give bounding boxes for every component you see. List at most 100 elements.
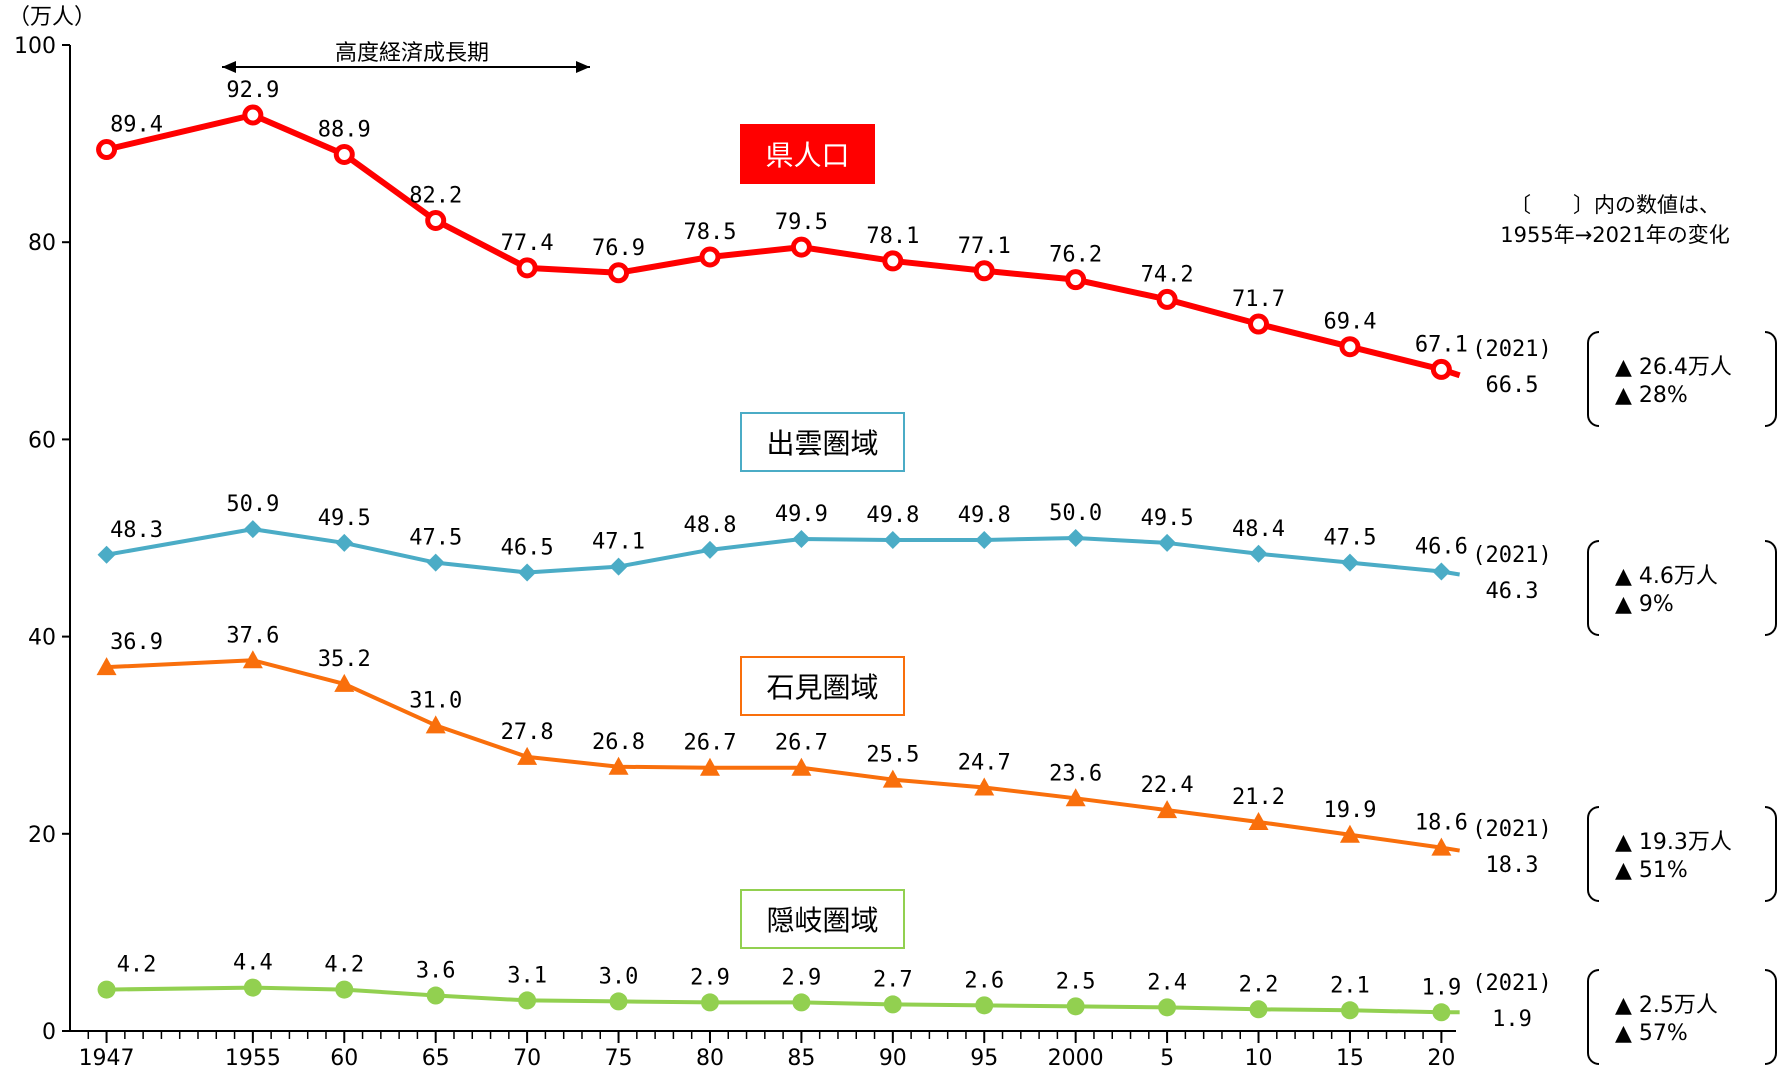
- legend-iwami: 石見圏域: [740, 656, 905, 716]
- data-label: 76.2: [1049, 243, 1102, 268]
- change-abs-ken: ▲ 26.4万人: [1615, 355, 1732, 380]
- data-label: 71.7: [1232, 287, 1285, 312]
- change-pct-oki: ▲ 57%: [1615, 1021, 1688, 1046]
- x-tick-label: 1947: [79, 1046, 135, 1071]
- data-label: 2.7: [873, 967, 913, 992]
- x-tick-label: 90: [879, 1046, 907, 1071]
- change-abs-izumo: ▲ 4.6万人: [1615, 564, 1718, 589]
- data-label: 49.8: [866, 503, 919, 528]
- y-tick-label: 100: [14, 34, 56, 59]
- data-label: 48.8: [683, 513, 736, 538]
- data-point: [96, 139, 118, 161]
- data-point: [608, 262, 630, 284]
- data-label: 49.5: [318, 506, 371, 531]
- data-point: [426, 986, 445, 1005]
- x-tick-label: 2000: [1048, 1046, 1104, 1071]
- x-tick-label: 15: [1336, 1046, 1364, 1071]
- change-box-iwami: ▲ 19.3万人 ▲ 51%: [1587, 806, 1777, 902]
- data-point: [1249, 544, 1268, 563]
- data-point: [518, 563, 537, 582]
- data-label: 3.0: [599, 964, 639, 989]
- data-point: [1432, 1003, 1451, 1022]
- data-label: 49.8: [958, 503, 1011, 528]
- data-point: [792, 993, 811, 1012]
- legend-ken: 県人口: [740, 124, 875, 184]
- data-point: [333, 143, 355, 165]
- data-label: 92.9: [226, 78, 279, 103]
- data-point: [1066, 997, 1085, 1016]
- data-point: [242, 650, 263, 669]
- data-label: 47.1: [592, 530, 645, 555]
- data-point: [791, 757, 812, 776]
- end-year-iwami: (2021): [1472, 817, 1552, 842]
- change-box-ken: ▲ 26.4万人 ▲ 28%: [1587, 331, 1777, 427]
- data-label: 48.4: [1232, 517, 1285, 542]
- data-point: [1432, 562, 1451, 581]
- data-point: [883, 530, 902, 549]
- data-label: 49.9: [775, 502, 828, 527]
- bracket-left: [1587, 331, 1599, 427]
- data-point: [1430, 358, 1452, 380]
- bracket-right: [1765, 969, 1777, 1065]
- series-line: [106, 985, 1460, 1015]
- end-label-ken: (2021) 66.5: [1467, 332, 1557, 404]
- data-point: [792, 529, 811, 548]
- data-label: 82.2: [409, 184, 462, 209]
- data-point: [425, 210, 447, 232]
- data-label: 50.0: [1049, 501, 1102, 526]
- data-label: 48.3: [110, 518, 163, 543]
- data-label: 2.2: [1239, 972, 1279, 997]
- data-point: [517, 746, 538, 765]
- x-tick-label: 5: [1160, 1046, 1174, 1071]
- data-label: 47.5: [1323, 526, 1376, 551]
- data-point: [97, 545, 116, 564]
- end-value-izumo: 46.3: [1485, 579, 1539, 604]
- data-label: 23.6: [1049, 761, 1102, 786]
- growth-period-arrowhead-right: [576, 61, 590, 73]
- data-label: 1.9: [1421, 975, 1461, 1000]
- data-label: 46.6: [1415, 535, 1468, 560]
- data-label: 2.6: [964, 968, 1004, 993]
- data-label: 27.8: [501, 720, 554, 745]
- data-label: 24.7: [958, 750, 1011, 775]
- data-label: 77.4: [501, 231, 554, 256]
- end-year-oki: (2021): [1472, 971, 1552, 996]
- y-tick-label: 0: [42, 1020, 56, 1045]
- change-pct-izumo: ▲ 9%: [1615, 592, 1674, 617]
- x-tick-label: 95: [970, 1046, 998, 1071]
- data-point: [426, 553, 445, 572]
- change-abs-iwami: ▲ 19.3万人: [1615, 830, 1732, 855]
- growth-period-label: 高度経済成長期: [335, 41, 489, 66]
- data-point: [975, 996, 994, 1015]
- data-point: [1340, 553, 1359, 572]
- data-label: 18.6: [1415, 811, 1468, 836]
- series-layer: [96, 104, 1461, 1022]
- note: 〔 〕内の数値は、 1955年→2021年の変化: [1450, 190, 1780, 250]
- data-point: [700, 993, 719, 1012]
- data-point: [1431, 837, 1452, 856]
- legend-izumo: 出雲圏域: [740, 412, 905, 472]
- growth-period-arrowhead-left: [222, 61, 236, 73]
- data-label: 47.5: [409, 526, 462, 551]
- bracket-right: [1765, 540, 1777, 636]
- data-label: 22.4: [1141, 773, 1194, 798]
- legend-oki: 隠岐圏域: [740, 889, 905, 949]
- end-year-izumo: (2021): [1472, 543, 1552, 568]
- data-label: 2.1: [1330, 973, 1370, 998]
- data-point: [1339, 336, 1361, 358]
- data-label: 26.7: [775, 731, 828, 756]
- data-point: [335, 980, 354, 999]
- x-tick-label: 60: [330, 1046, 358, 1071]
- change-pct-iwami: ▲ 51%: [1615, 858, 1688, 883]
- y-tick-label: 80: [28, 231, 56, 256]
- data-point: [1249, 1000, 1268, 1019]
- end-value-oki: 1.9: [1492, 1007, 1532, 1032]
- data-label: 49.5: [1141, 506, 1194, 531]
- change-abs-oki: ▲ 2.5万人: [1615, 993, 1718, 1018]
- x-tick-label: 10: [1245, 1046, 1273, 1071]
- data-label: 4.4: [233, 951, 273, 976]
- y-tick-label: 20: [28, 823, 56, 848]
- end-value-ken: 66.5: [1485, 373, 1539, 398]
- bracket-left: [1587, 540, 1599, 636]
- end-value-iwami: 18.3: [1485, 853, 1539, 878]
